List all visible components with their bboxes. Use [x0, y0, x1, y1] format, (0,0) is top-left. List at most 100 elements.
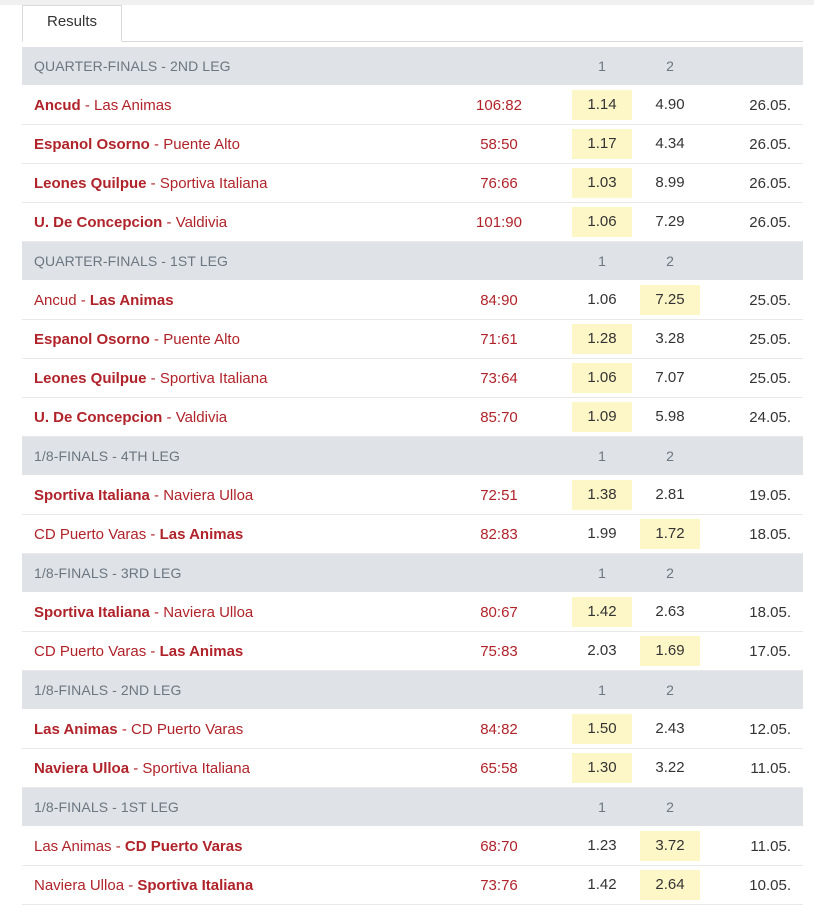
final-score[interactable]: 72:51 [480, 486, 518, 504]
match-link[interactable]: Ancud - Las Animas [22, 97, 454, 114]
table-row[interactable]: Naviera Ulloa - Sportiva Italiana 65:58 1.… [22, 749, 803, 788]
odds-home[interactable]: 1.09 [572, 402, 632, 432]
final-score[interactable]: 76:66 [480, 174, 518, 192]
away-team[interactable]: Naviera Ulloa [163, 486, 254, 504]
away-team[interactable]: Puente Alto [163, 135, 240, 153]
home-team[interactable]: Las Animas [34, 837, 112, 855]
away-team[interactable]: Sportiva Italiana [159, 174, 268, 192]
table-row[interactable]: U. De Concepcion - Valdivia 101:90 1.06 7.2… [22, 203, 803, 242]
final-score[interactable]: 84:90 [480, 291, 518, 309]
odds-home[interactable]: 1.38 [572, 480, 632, 510]
match-link[interactable]: Sportiva Italiana - Naviera Ulloa [22, 604, 454, 621]
match-link[interactable]: CD Puerto Varas - Las Animas [22, 526, 454, 543]
away-team[interactable]: Puente Alto [163, 330, 240, 348]
match-link[interactable]: Leones Quilpue - Sportiva Italiana [22, 175, 454, 192]
home-team[interactable]: Sportiva Italiana [34, 486, 150, 504]
match-link[interactable]: Las Animas - CD Puerto Varas [22, 721, 454, 738]
odds-home[interactable]: 1.42 [572, 597, 632, 627]
final-score[interactable]: 101:90 [476, 213, 522, 231]
table-row[interactable]: Leones Quilpue - Sportiva Italiana 73:64 1… [22, 359, 803, 398]
odds-home[interactable]: 1.50 [572, 714, 632, 744]
odds-home[interactable]: 1.03 [572, 168, 632, 198]
table-row[interactable]: Las Animas - CD Puerto Varas 84:82 1.50 2.4… [22, 710, 803, 749]
final-score[interactable]: 84:82 [480, 720, 518, 738]
home-team[interactable]: Ancud [34, 96, 81, 114]
odds-home[interactable]: 1.17 [572, 129, 632, 159]
home-team[interactable]: Leones Quilpue [34, 174, 147, 192]
away-team[interactable]: Sportiva Italiana [159, 369, 268, 387]
odds-away[interactable]: 4.34 [655, 135, 685, 152]
table-row[interactable]: Ancud - Las Animas 106:82 1.14 4.90 26.05. [22, 86, 803, 125]
match-link[interactable]: Sportiva Italiana - Naviera Ulloa [22, 487, 454, 504]
odds-away[interactable]: 2.81 [655, 486, 685, 503]
match-link[interactable]: U. De Concepcion - Valdivia [22, 409, 454, 426]
odds-away[interactable]: 3.28 [655, 330, 685, 347]
odds-away[interactable]: 1.72 [640, 519, 700, 549]
odds-away[interactable]: 7.29 [655, 213, 685, 230]
table-row[interactable]: CD Puerto Varas - Las Animas 82:83 1.99 1.7… [22, 515, 803, 554]
match-link[interactable]: Leones Quilpue - Sportiva Italiana [22, 370, 454, 387]
match-link[interactable]: CD Puerto Varas - Las Animas [22, 643, 454, 660]
table-row[interactable]: Espanol Osorno - Puente Alto 58:50 1.17 4.3… [22, 125, 803, 164]
away-team[interactable]: Sportiva Italiana [137, 876, 254, 894]
away-team[interactable]: Valdivia [175, 408, 228, 426]
odds-away[interactable]: 2.43 [655, 720, 685, 737]
match-link[interactable]: Naviera Ulloa - Sportiva Italiana [22, 760, 454, 777]
match-link[interactable]: Naviera Ulloa - Sportiva Italiana [22, 877, 454, 894]
odds-home[interactable]: 1.99 [587, 525, 617, 542]
odds-away[interactable]: 2.63 [655, 603, 685, 620]
final-score[interactable]: 73:76 [480, 876, 518, 894]
away-team[interactable]: Las Animas [89, 291, 174, 309]
odds-home[interactable]: 1.23 [587, 837, 617, 854]
away-team[interactable]: CD Puerto Varas [124, 837, 243, 855]
table-row[interactable]: Sportiva Italiana - Naviera Ulloa 80:67 1.… [22, 593, 803, 632]
home-team[interactable]: Espanol Osorno [34, 330, 150, 348]
odds-away[interactable]: 3.72 [640, 831, 700, 861]
home-team[interactable]: Sportiva Italiana [34, 603, 150, 621]
table-row[interactable]: Sportiva Italiana - Naviera Ulloa 72:51 1.… [22, 476, 803, 515]
home-team[interactable]: CD Puerto Varas [34, 525, 147, 543]
odds-home[interactable]: 1.06 [572, 363, 632, 393]
home-team[interactable]: Espanol Osorno [34, 135, 150, 153]
table-row[interactable]: CD Puerto Varas - Las Animas 75:83 2.03 1.6… [22, 632, 803, 671]
away-team[interactable]: Las Animas [159, 525, 244, 543]
match-link[interactable]: Espanol Osorno - Puente Alto [22, 331, 454, 348]
final-score[interactable]: 58:50 [480, 135, 518, 153]
away-team[interactable]: Sportiva Italiana [142, 759, 250, 777]
final-score[interactable]: 82:83 [480, 525, 518, 543]
final-score[interactable]: 73:64 [480, 369, 518, 387]
odds-away[interactable]: 1.69 [640, 636, 700, 666]
final-score[interactable]: 85:70 [480, 408, 518, 426]
home-team[interactable]: Las Animas [34, 720, 118, 738]
match-link[interactable]: Espanol Osorno - Puente Alto [22, 136, 454, 153]
home-team[interactable]: U. De Concepcion [34, 408, 163, 426]
odds-home[interactable]: 1.14 [572, 90, 632, 120]
final-score[interactable]: 75:83 [480, 642, 518, 660]
home-team[interactable]: Ancud [34, 291, 77, 309]
odds-home[interactable]: 1.06 [572, 207, 632, 237]
away-team[interactable]: Naviera Ulloa [163, 603, 254, 621]
final-score[interactable]: 106:82 [476, 96, 522, 114]
home-team[interactable]: Leones Quilpue [34, 369, 147, 387]
final-score[interactable]: 65:58 [480, 759, 518, 777]
odds-home[interactable]: 1.30 [572, 753, 632, 783]
odds-home[interactable]: 1.06 [587, 291, 617, 308]
away-team[interactable]: CD Puerto Varas [131, 720, 244, 738]
table-row[interactable]: Naviera Ulloa - Sportiva Italiana 73:76 1.… [22, 866, 803, 905]
home-team[interactable]: Naviera Ulloa [34, 759, 130, 777]
home-team[interactable]: U. De Concepcion [34, 213, 163, 231]
match-link[interactable]: Ancud - Las Animas [22, 292, 454, 309]
away-team[interactable]: Valdivia [175, 213, 228, 231]
final-score[interactable]: 68:70 [480, 837, 518, 855]
odds-away[interactable]: 2.64 [640, 870, 700, 900]
final-score[interactable]: 71:61 [480, 330, 518, 348]
odds-home[interactable]: 2.03 [587, 642, 617, 659]
tab-results[interactable]: Results [22, 5, 122, 42]
match-link[interactable]: Las Animas - CD Puerto Varas [22, 838, 454, 855]
odds-away[interactable]: 8.99 [655, 174, 685, 191]
odds-away[interactable]: 7.25 [640, 285, 700, 315]
final-score[interactable]: 80:67 [480, 603, 518, 621]
match-link[interactable]: U. De Concepcion - Valdivia [22, 214, 454, 231]
home-team[interactable]: CD Puerto Varas [34, 642, 147, 660]
odds-away[interactable]: 4.90 [655, 96, 685, 113]
